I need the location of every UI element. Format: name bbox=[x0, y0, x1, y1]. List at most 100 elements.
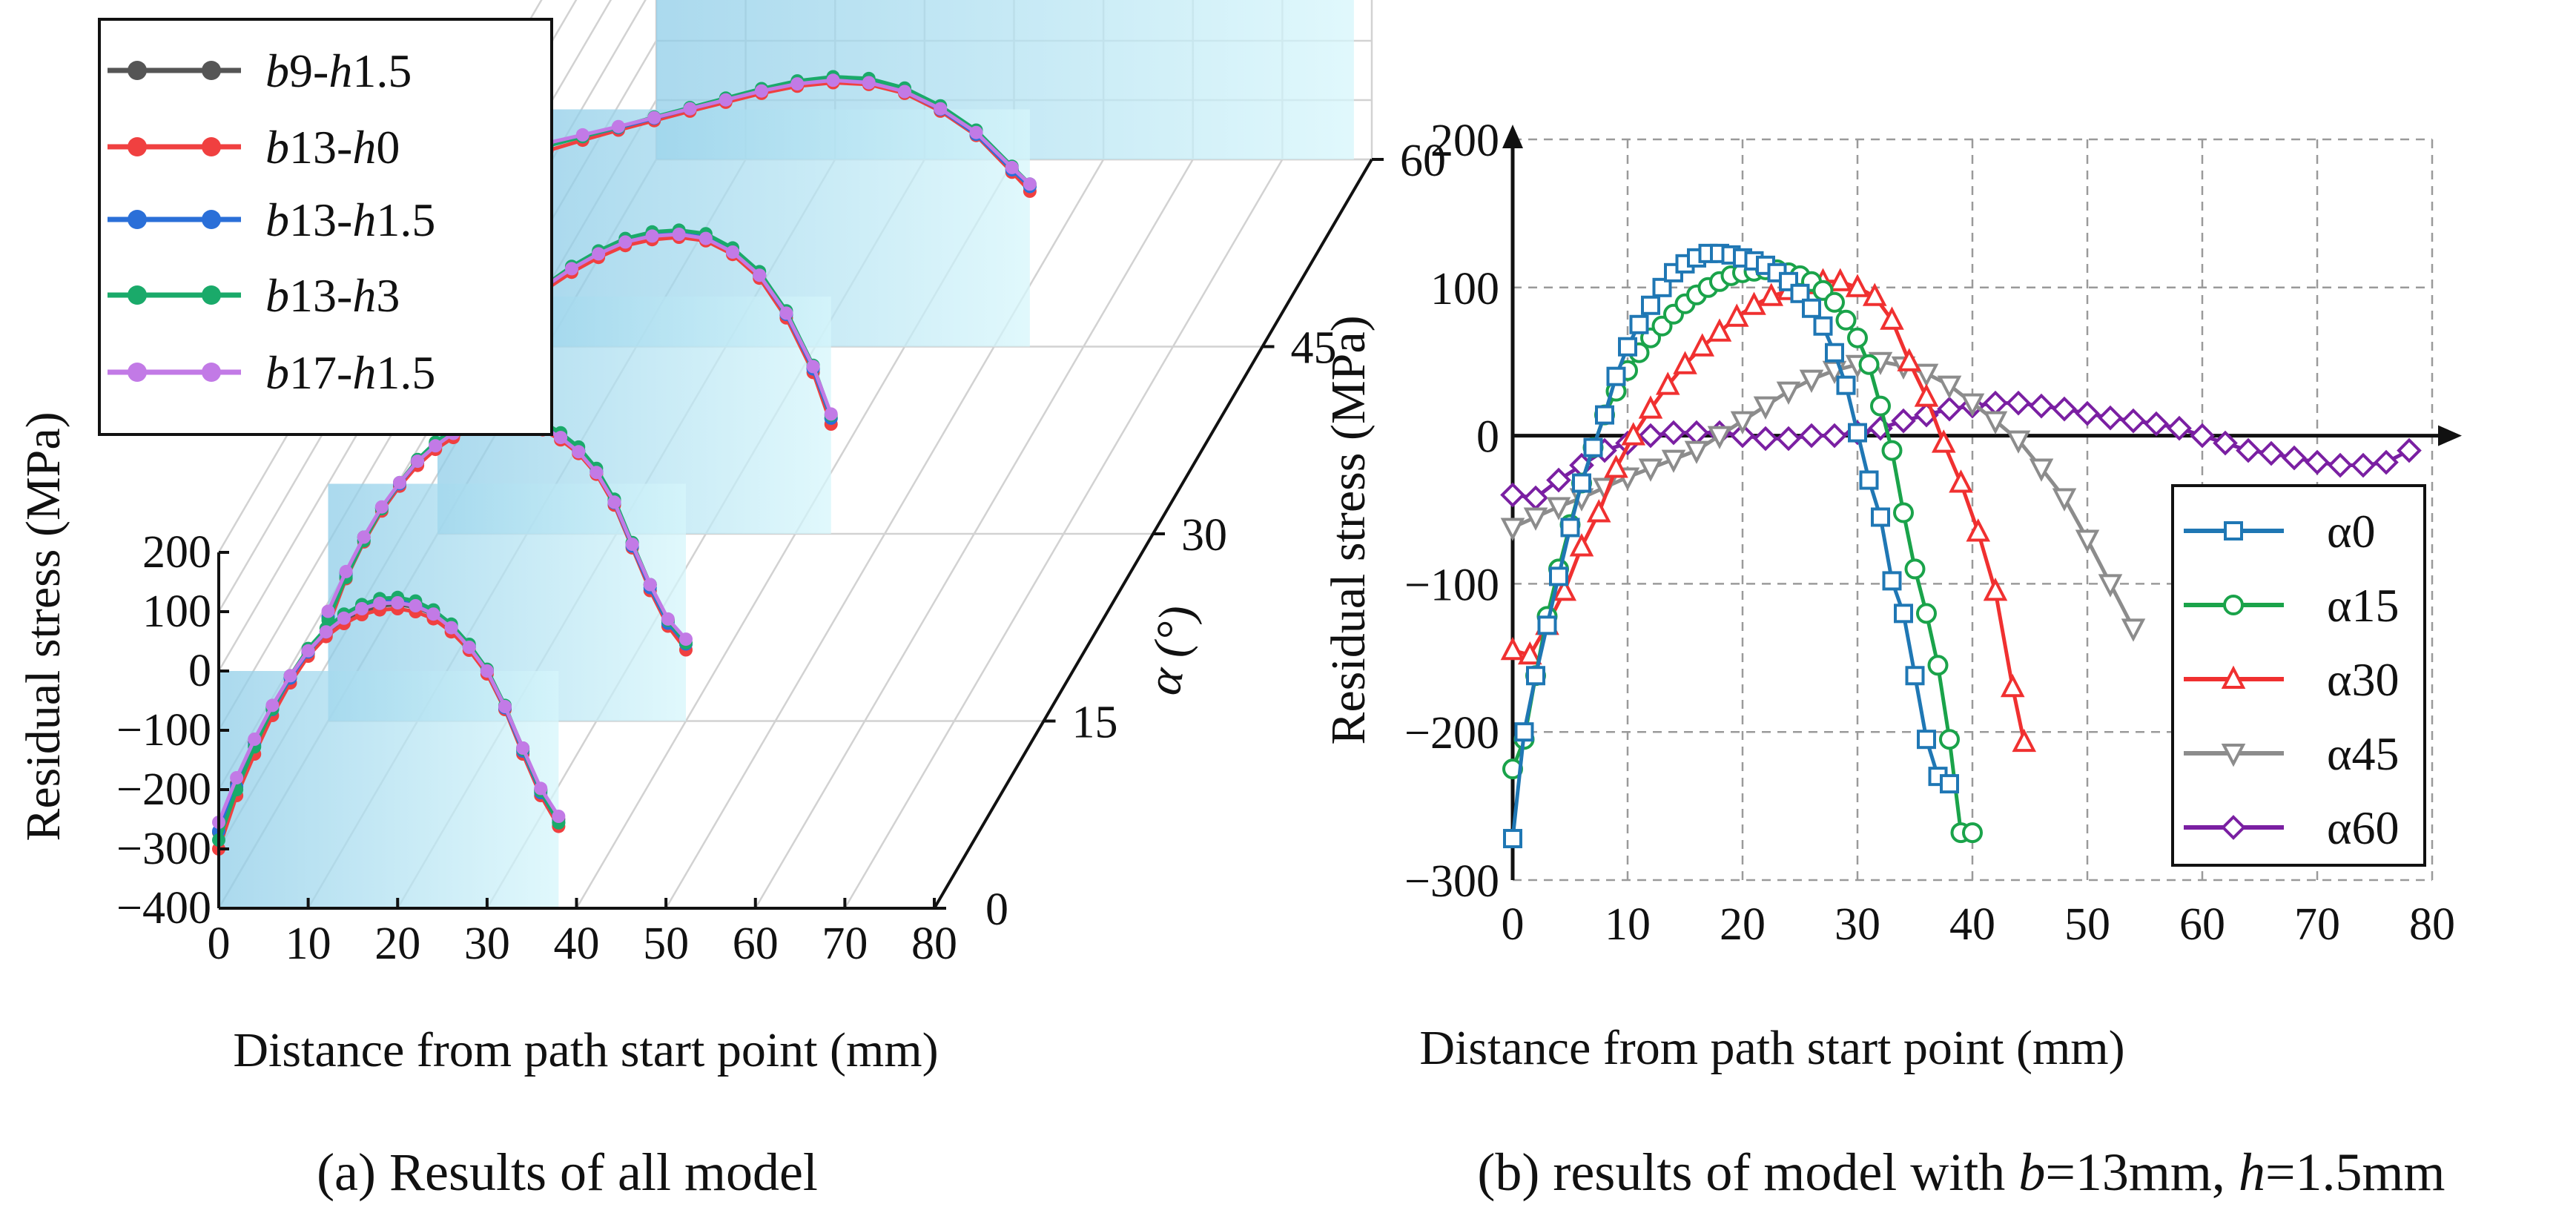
data-point--30 bbox=[1604, 454, 1628, 478]
y-tick-label: 100 bbox=[1430, 264, 1499, 314]
data-point--60 bbox=[1500, 482, 1525, 508]
data-point-b17-h1-5 bbox=[719, 93, 733, 107]
data-point-b17-h1-5 bbox=[498, 700, 512, 713]
data-point--45 bbox=[1914, 363, 1939, 388]
data-point--60 bbox=[2328, 452, 2353, 478]
data-point--0 bbox=[1641, 295, 1660, 315]
data-point--45 bbox=[1960, 393, 1985, 417]
data-point--15 bbox=[1893, 502, 1914, 523]
data-point-b17-h1-5 bbox=[319, 625, 333, 639]
data-point-b17-h1-5 bbox=[862, 76, 876, 90]
data-point--0 bbox=[1859, 470, 1879, 490]
data-point-b17-h1-5 bbox=[779, 306, 793, 320]
data-point-b17-h1-5 bbox=[679, 632, 693, 647]
data-point--60 bbox=[1891, 408, 1916, 434]
legend-entry--0: α0 bbox=[2184, 505, 2376, 558]
data-point--60 bbox=[2121, 408, 2146, 434]
y-tick-label: −200 bbox=[116, 764, 211, 815]
y-tick-label: −300 bbox=[116, 824, 211, 874]
data-point-b17-h1-5 bbox=[552, 810, 566, 823]
data-point--45 bbox=[1730, 411, 1755, 434]
data-point--0 bbox=[1940, 774, 1959, 794]
legend-marker bbox=[128, 210, 147, 229]
x-tick-label: 50 bbox=[2064, 899, 2110, 950]
y-axis-arrow bbox=[1502, 125, 1523, 148]
y-tick-label: −400 bbox=[116, 883, 211, 933]
data-point--45 bbox=[1753, 396, 1778, 420]
waterfall-fill-alpha-45 bbox=[546, 109, 1030, 347]
data-point--45 bbox=[2006, 430, 2031, 454]
data-point-b17-h1-5 bbox=[699, 231, 713, 245]
data-point--0 bbox=[1882, 571, 1902, 591]
data-point--45 bbox=[1776, 381, 1801, 405]
data-point--30 bbox=[1724, 303, 1749, 327]
x-tick-label: 0 bbox=[1502, 899, 1525, 950]
legend-label: α60 bbox=[2327, 801, 2400, 854]
series-line--45 bbox=[1511, 360, 2136, 629]
legend-label: b13-h0 bbox=[265, 121, 400, 173]
x-tick-label: 0 bbox=[208, 919, 231, 969]
panel-a-alpha-tick-labels: 0 15 30 45 60 bbox=[985, 136, 1446, 935]
panel-a-x-axis-label: Distance from path start point (mm) bbox=[233, 1023, 938, 1077]
data-point--0 bbox=[1652, 277, 1672, 297]
data-point-b17-h1-5 bbox=[643, 578, 657, 592]
panel-b-caption: (b) results of model with b=13mm, h=1.5m… bbox=[1477, 1143, 2445, 1202]
x-tick-label: 80 bbox=[2409, 899, 2455, 950]
data-point-b17-h1-5 bbox=[321, 604, 335, 618]
data-point--15 bbox=[1916, 603, 1937, 624]
data-point--60 bbox=[1937, 396, 1962, 422]
data-point--60 bbox=[2374, 449, 2399, 475]
legend-label: α45 bbox=[2327, 727, 2400, 780]
alpha-tick-label: 0 bbox=[985, 885, 1008, 935]
panel-a-y-axis-label: Residual stress (MPa) bbox=[16, 411, 70, 841]
data-point-b17-h1-5 bbox=[898, 85, 911, 99]
data-point--60 bbox=[2167, 415, 2192, 441]
panel-b-legend: α0 α15 α30 α45 α60 bbox=[2171, 484, 2426, 867]
legend-marker bbox=[128, 363, 147, 382]
data-point--30 bbox=[1655, 371, 1680, 395]
panel-b-y-axis-label: Residual stress (MPa) bbox=[1321, 315, 1375, 744]
data-point--30 bbox=[1828, 268, 1853, 291]
legend-entry--30: α30 bbox=[2184, 653, 2400, 706]
data-point--45 bbox=[1500, 518, 1525, 541]
data-point-b17-h1-5 bbox=[726, 245, 740, 259]
y-tick-label: 200 bbox=[1430, 116, 1499, 166]
data-point--0 bbox=[1825, 343, 1844, 363]
data-point--30 bbox=[1759, 282, 1784, 306]
data-point--60 bbox=[2282, 445, 2307, 471]
data-point--0 bbox=[1560, 518, 1580, 538]
data-point--0 bbox=[1526, 666, 1545, 686]
data-point-b17-h1-5 bbox=[355, 602, 369, 615]
legend-marker bbox=[128, 285, 147, 305]
series-line--60 bbox=[1512, 401, 2411, 500]
data-point--60 bbox=[2029, 393, 2054, 419]
panel-b-y-tick-labels: 200 100 0 −100 −200 −300 bbox=[1404, 116, 1499, 907]
data-point-b17-h1-5 bbox=[265, 698, 280, 713]
legend-marker bbox=[2224, 521, 2243, 540]
data-point--45 bbox=[1937, 375, 1962, 400]
data-point--45 bbox=[1638, 458, 1663, 482]
legend-marker bbox=[202, 137, 221, 156]
data-point--30 bbox=[1517, 641, 1542, 665]
legend-label: b13-h3 bbox=[265, 269, 400, 322]
legend-entry-b17-h1-5: b17-h1.5 bbox=[108, 346, 435, 399]
data-point--0 bbox=[1595, 405, 1614, 425]
legend-entry-b9-h1-5: b9-h1.5 bbox=[108, 44, 412, 97]
legend-marker bbox=[202, 363, 221, 382]
x-tick-label: 20 bbox=[1720, 899, 1766, 950]
data-point-b17-h1-5 bbox=[480, 664, 494, 678]
data-point--45 bbox=[1523, 507, 1548, 531]
legend-marker bbox=[2221, 744, 2246, 767]
legend-marker bbox=[2221, 665, 2246, 689]
legend-entries: b9-h1.5 b13-h0 b13-h1.5 bbox=[108, 44, 435, 399]
data-point--0 bbox=[1848, 423, 1867, 443]
legend-entry--15: α15 bbox=[2184, 579, 2400, 632]
legend-label: b9-h1.5 bbox=[265, 44, 412, 97]
data-point-b17-h1-5 bbox=[283, 669, 297, 683]
data-point-b17-h1-5 bbox=[301, 644, 315, 658]
data-point--30 bbox=[1500, 636, 1525, 661]
x-tick-label: 20 bbox=[374, 919, 420, 969]
data-point--15 bbox=[1927, 655, 1949, 676]
data-point--15 bbox=[1847, 327, 1868, 348]
data-point--30 bbox=[1552, 578, 1577, 601]
